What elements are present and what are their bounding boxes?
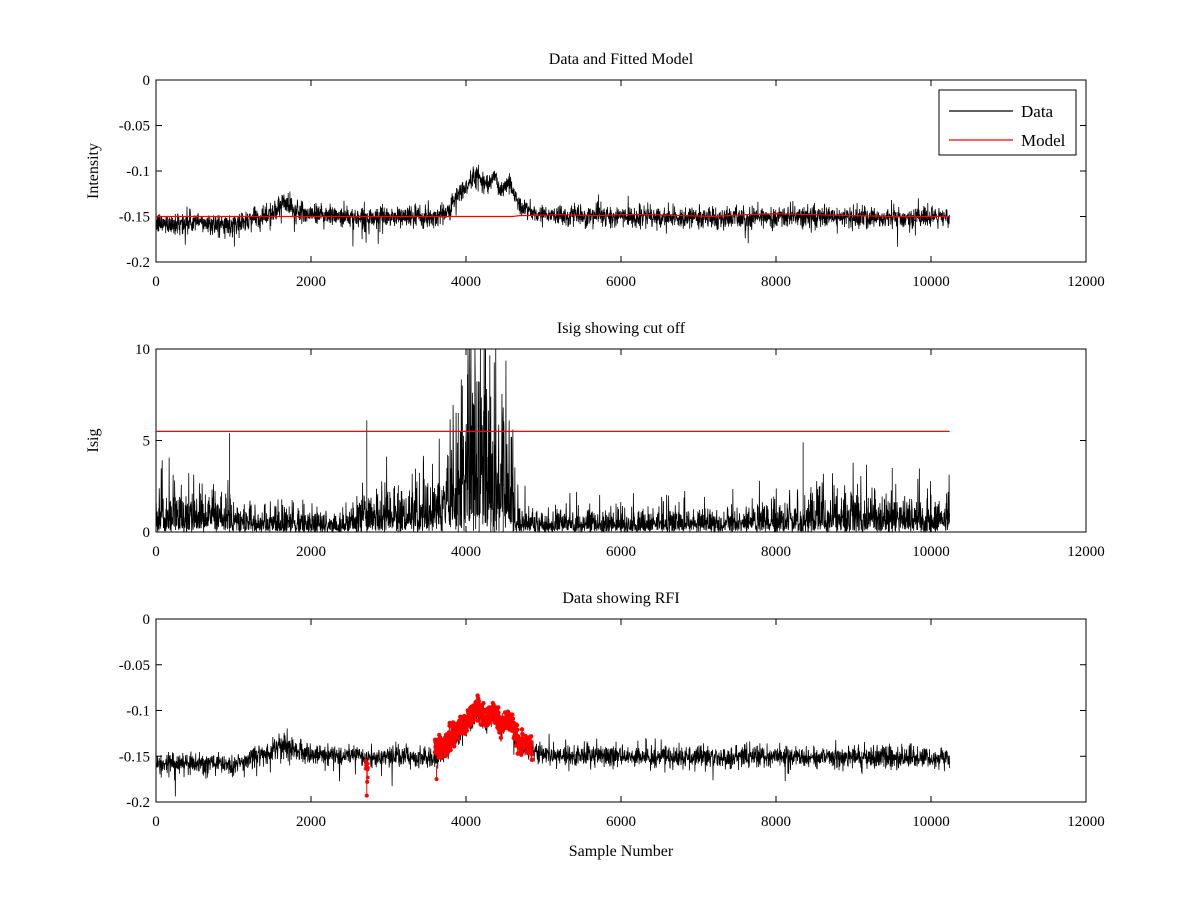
x-tick-label: 8000	[761, 544, 791, 560]
x-tick-label: 8000	[761, 814, 791, 830]
x-tick-label: 2000	[296, 274, 326, 290]
x-tick-label: 10000	[912, 274, 950, 290]
x-tick-label: 12000	[1067, 544, 1105, 560]
y-tick-label: 0	[143, 73, 151, 89]
rfi-outlier-marker	[364, 793, 369, 798]
axes-box	[155, 79, 1087, 263]
x-tick-label: 2000	[296, 544, 326, 560]
y-tick-label: 5	[143, 434, 151, 450]
series-line-data	[156, 164, 950, 247]
series-line-isig	[156, 349, 950, 532]
rfi-marker	[366, 761, 370, 766]
legend-box	[938, 89, 1077, 156]
rfi-outlier-marker	[434, 777, 439, 782]
rfi-marker	[364, 758, 368, 763]
x-tick-label: 6000	[606, 544, 636, 560]
y-tick-label: -0.2	[126, 255, 150, 271]
x-tick-label: 0	[152, 274, 160, 290]
y-tick-label: -0.1	[126, 164, 150, 180]
y-tick-label: -0.15	[119, 210, 150, 226]
y-axis-label: Intensity	[85, 143, 102, 199]
y-tick-label: -0.2	[126, 795, 150, 811]
plot-area	[156, 349, 950, 532]
subplot-title: Isig showing cut off	[557, 320, 686, 337]
y-tick-label: 10	[135, 342, 150, 358]
x-tick-label: 6000	[606, 814, 636, 830]
x-tick-label: 12000	[1067, 274, 1105, 290]
subplot-title: Data and Fitted Model	[549, 51, 694, 68]
x-tick-label: 10000	[912, 814, 950, 830]
y-tick-label: 0	[143, 525, 151, 541]
x-tick-label: 8000	[761, 274, 791, 290]
x-tick-label: 0	[152, 814, 160, 830]
rfi-outlier-marker	[365, 779, 370, 784]
x-tick-label: 4000	[451, 544, 481, 560]
legend-label-model: Model	[1021, 131, 1066, 150]
x-tick-label: 4000	[451, 814, 481, 830]
x-tick-label: 6000	[606, 274, 636, 290]
x-axis-label: Sample Number	[569, 843, 674, 860]
subplot-title: Data showing RFI	[562, 590, 679, 607]
plot-area	[156, 693, 950, 798]
rfi-line	[434, 695, 533, 760]
y-axis-label: Isig	[85, 429, 102, 453]
y-tick-label: -0.1	[126, 704, 150, 720]
subplot-1: Data and Fitted Model 0 2000 4000 6000 8000 10…	[85, 51, 1105, 290]
plot-area	[156, 164, 950, 247]
legend-label-data: Data	[1021, 102, 1054, 121]
subplot-3: Data showing RFI 0 2000 4000 6000 8000 10000 12…	[119, 590, 1105, 860]
series-line-data	[156, 700, 950, 797]
y-tick-label: -0.05	[119, 119, 150, 135]
y-tick-label: 0	[143, 612, 151, 628]
series-markers-rfi	[363, 693, 535, 798]
axes-box	[155, 618, 1087, 803]
x-tick-label: 4000	[451, 274, 481, 290]
x-tick-label: 12000	[1067, 814, 1105, 830]
y-tick-label: -0.15	[119, 749, 150, 765]
x-tick-label: 2000	[296, 814, 326, 830]
x-tick-label: 10000	[912, 544, 950, 560]
series-line-model	[156, 213, 950, 218]
legend: Data Model	[938, 89, 1077, 156]
x-tick-label: 0	[152, 544, 160, 560]
y-tick-label: -0.05	[119, 658, 150, 674]
